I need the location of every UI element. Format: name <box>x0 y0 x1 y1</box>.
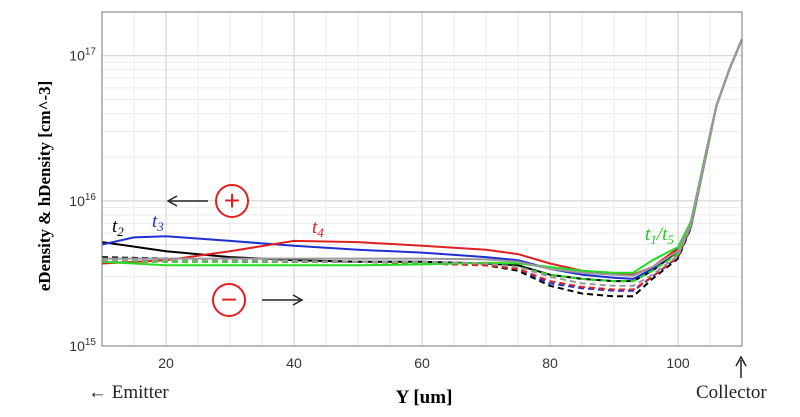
label-t1-t5: t1/t5 <box>645 224 674 247</box>
minus-carrier-icon: − <box>212 283 304 317</box>
x-tick-label: 60 <box>414 355 430 371</box>
emitter-annotation: ← Emitter <box>88 382 169 403</box>
x-axis-label: Y [um] <box>396 387 453 408</box>
label-t4: t4 <box>312 217 324 240</box>
collector-arrow-icon <box>735 355 747 378</box>
y-axis-label: eDensity & hDensity [cm^-3] <box>35 81 54 292</box>
collector-annotation: Collector <box>696 382 767 403</box>
svg-text:−: − <box>221 284 237 315</box>
x-tick-labels: 20 40 60 80 100 <box>158 355 690 371</box>
plus-carrier-icon: + <box>166 184 249 218</box>
y-tick-label: 1017 <box>69 47 96 64</box>
x-tick-label: 40 <box>286 355 302 371</box>
series-line-9 <box>102 38 743 287</box>
x-tick-label: 20 <box>158 355 174 371</box>
label-t2: t2 <box>112 216 124 239</box>
svg-text:+: + <box>224 185 240 216</box>
plot-frame <box>101 11 743 347</box>
major-grid <box>102 12 742 347</box>
y-tick-label: 1015 <box>69 337 96 354</box>
x-tick-label: 100 <box>666 355 690 371</box>
x-tick-label: 80 <box>542 355 558 371</box>
label-t3: t3 <box>152 211 164 234</box>
y-tick-label: 1016 <box>69 192 96 209</box>
series-layer <box>101 38 743 298</box>
y-tick-labels: 1015 1016 1017 <box>69 47 96 354</box>
